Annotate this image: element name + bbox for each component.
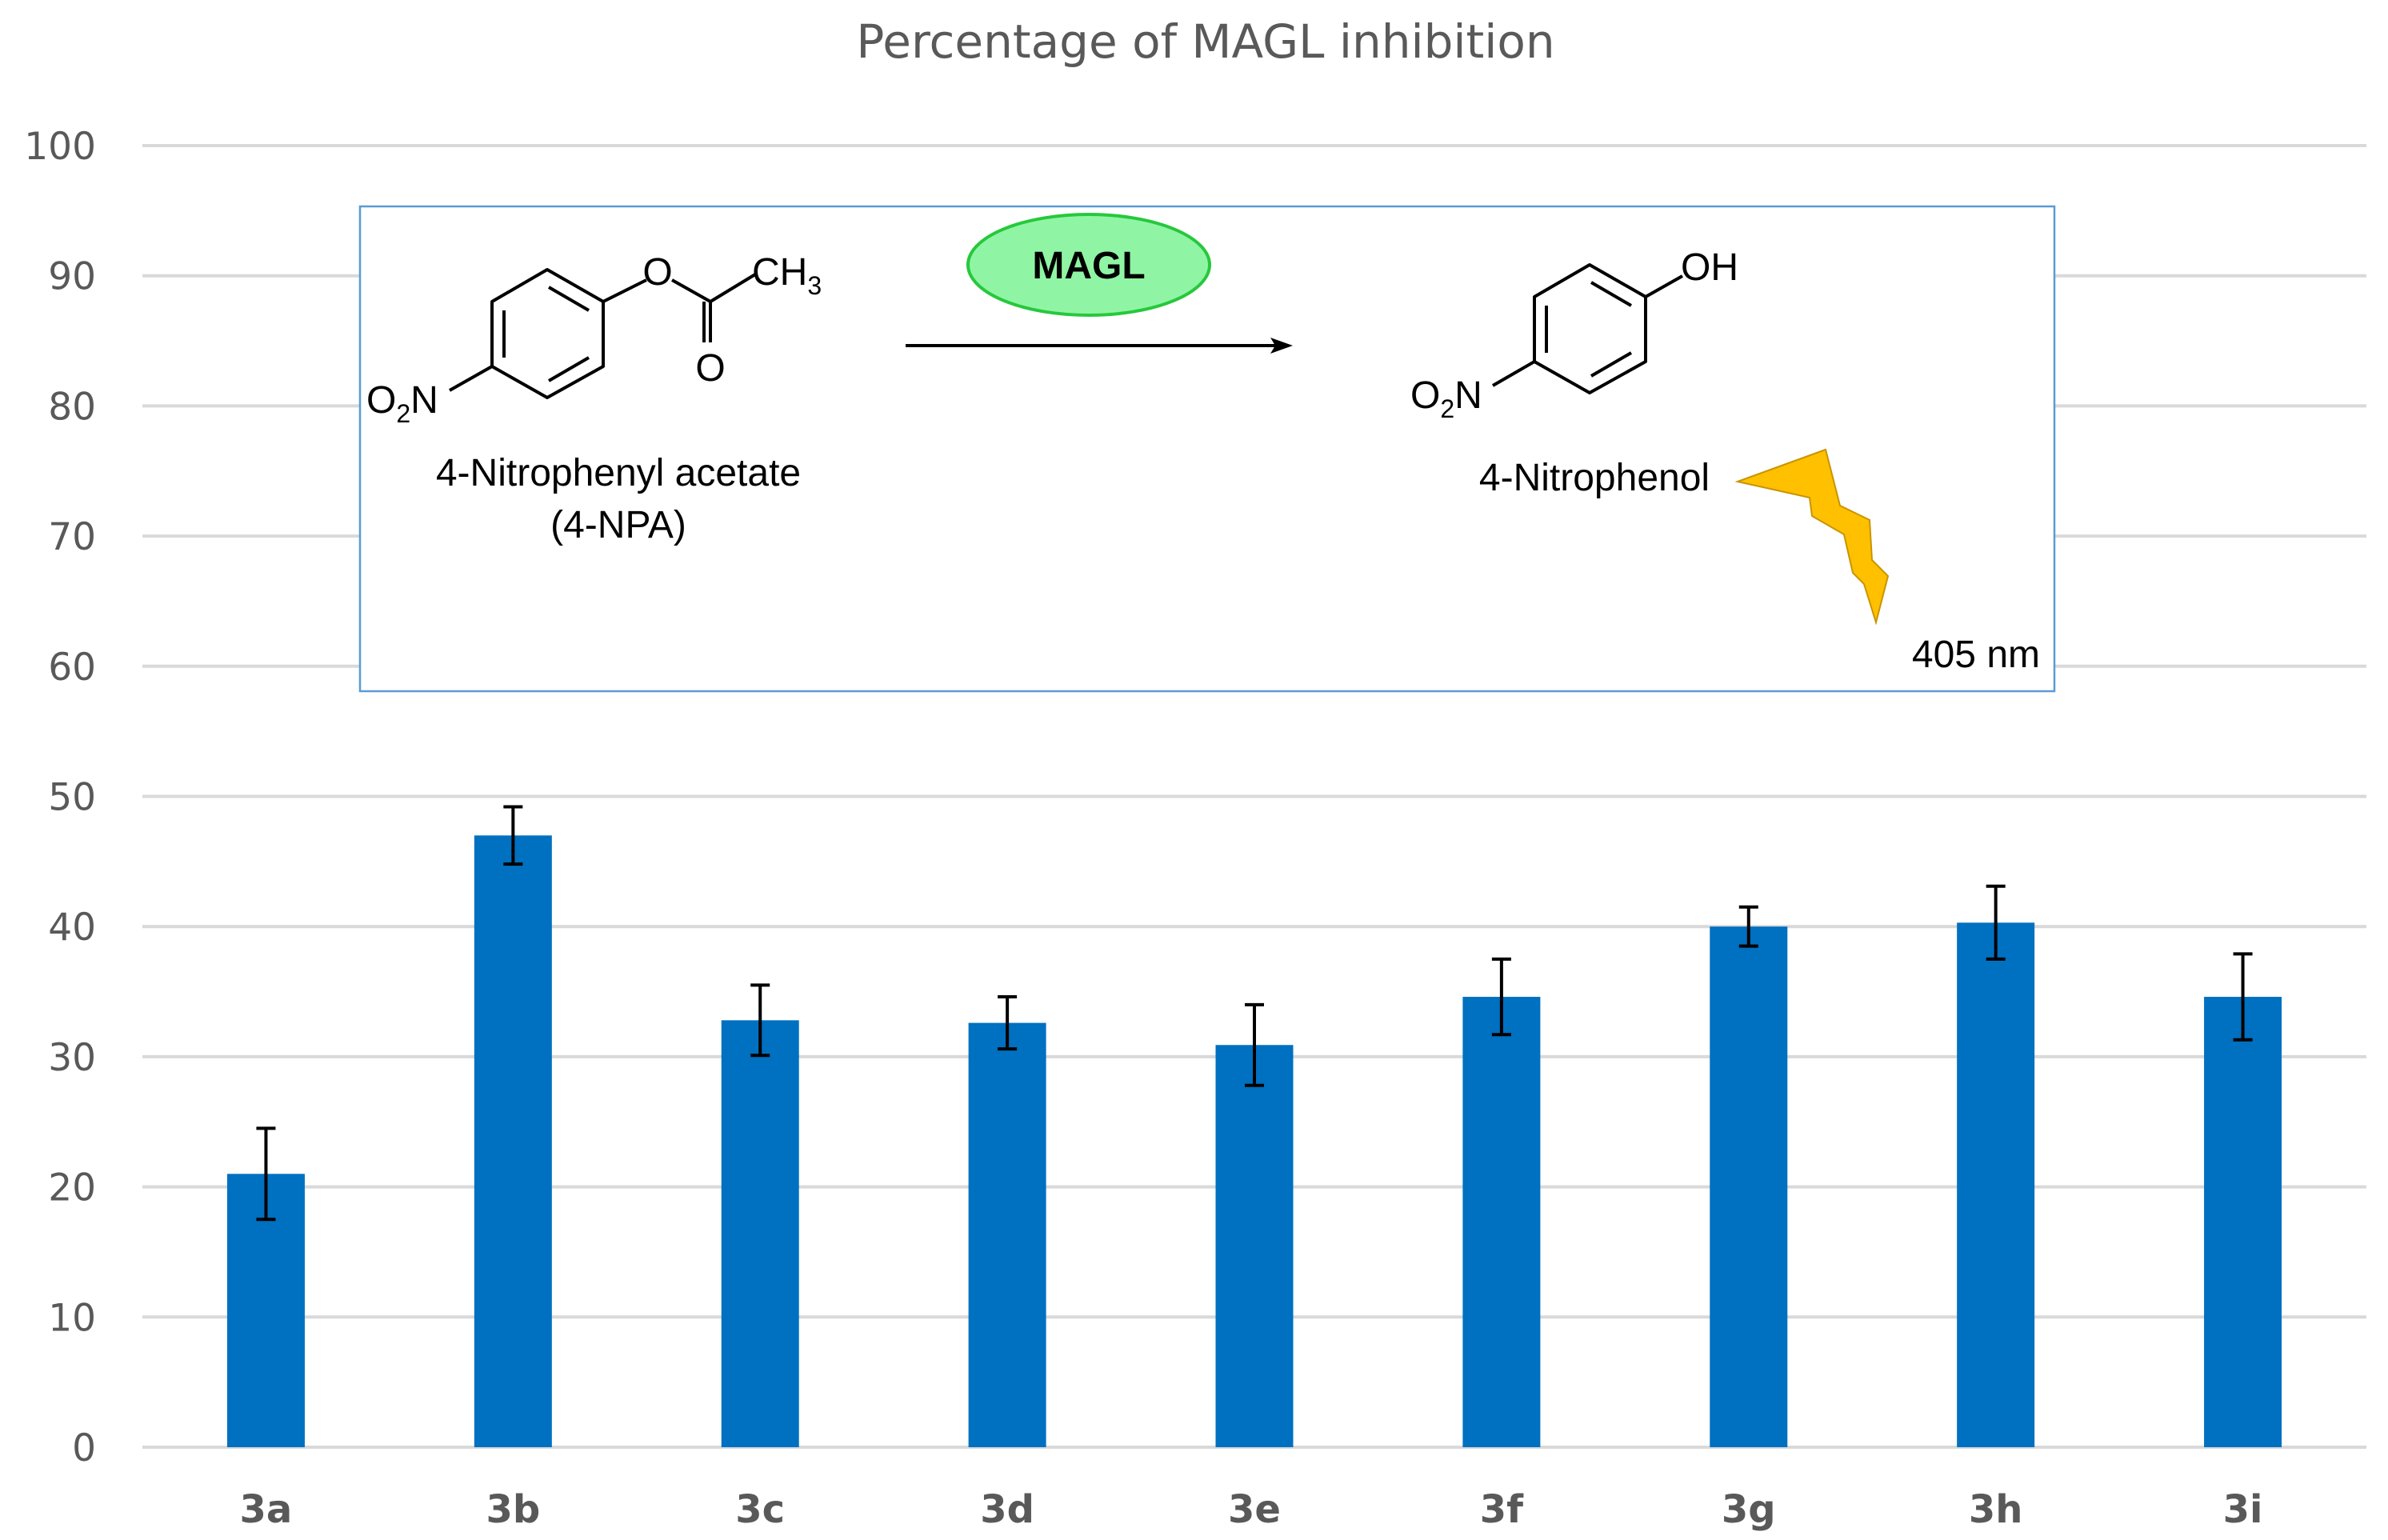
substrate-name: 4-Nitrophenyl acetate	[436, 452, 801, 494]
y-tick-label: 80	[48, 385, 96, 429]
product-nitro-label: O2N	[1410, 374, 1482, 423]
substrate-abbreviation: (4-NPA)	[550, 504, 686, 546]
y-tick-label: 70	[48, 515, 96, 559]
y-tick-label: 90	[48, 255, 96, 299]
error-bar-3a	[256, 1126, 276, 1222]
x-category-label: 3b	[486, 1487, 540, 1532]
x-category-label: 3h	[1969, 1487, 2023, 1532]
substrate-side-bonds	[449, 273, 757, 392]
substrate-nitro-label: O2N	[366, 379, 438, 428]
product-hydroxyl-label: OH	[1681, 246, 1738, 289]
error-bars	[256, 805, 2253, 1222]
bar-3g	[1710, 926, 1788, 1447]
x-category-label: 3e	[1228, 1487, 1281, 1532]
substrate-methyl-label: CH3	[752, 251, 822, 300]
x-axis-category-labels: 3a 3b 3c 3d 3e 3f 3g 3h 3i	[240, 1487, 2263, 1532]
y-tick-label: 40	[48, 906, 96, 950]
bars	[226, 835, 2282, 1447]
bar-3i	[2204, 997, 2282, 1447]
substrate-structure: O O CH3 O2N	[366, 251, 822, 428]
error-bar-3h	[1986, 884, 2006, 961]
y-tick-label: 60	[48, 646, 96, 690]
product-ring-inner-bonds	[1545, 281, 1633, 378]
error-bar-3g	[1738, 905, 1758, 948]
y-tick-label: 10	[48, 1296, 96, 1340]
error-bar-3c	[750, 983, 770, 1058]
product-structure: OH O2N	[1410, 246, 1738, 423]
y-tick-label: 100	[24, 125, 96, 169]
y-tick-label: 50	[48, 776, 96, 820]
error-bar-3f	[1491, 957, 1511, 1037]
x-category-label: 3g	[1722, 1487, 1776, 1532]
x-category-label: 3a	[240, 1487, 293, 1532]
substrate-carbonyl-oxygen: O	[695, 347, 725, 390]
bar-3h	[1957, 922, 2035, 1447]
enzyme-label: MAGL	[1032, 245, 1145, 287]
x-category-label: 3c	[735, 1487, 785, 1532]
x-category-label: 3d	[980, 1487, 1034, 1532]
product-side-bonds	[1492, 274, 1683, 387]
error-bar-3b	[503, 805, 523, 866]
substrate-ring-inner-bonds	[502, 286, 590, 382]
y-tick-label: 20	[48, 1166, 96, 1210]
y-axis-tick-labels: 0 10 20 30 40 50 60 70 80 90 100	[24, 125, 96, 1470]
y-tick-label: 0	[72, 1426, 96, 1470]
reaction-scheme: O O CH3 O2N 4-Nitrophenyl acetate (4-NPA…	[358, 205, 2056, 693]
substrate-ester-oxygen: O	[642, 251, 672, 294]
bar-3b	[474, 835, 552, 1447]
x-category-label: 3i	[2223, 1487, 2263, 1532]
error-bar-3d	[998, 995, 1018, 1051]
y-tick-label: 30	[48, 1036, 96, 1080]
enzyme-ellipse	[966, 213, 1211, 317]
lightning-bolt-icon	[1734, 448, 1890, 626]
error-bar-3i	[2233, 952, 2253, 1042]
x-category-label: 3f	[1480, 1487, 1524, 1532]
bar-3e	[1215, 1045, 1294, 1447]
product-name: 4-Nitrophenol	[1479, 457, 1710, 499]
reaction-arrowhead	[1270, 338, 1293, 354]
wavelength-label: 405 nm	[1912, 634, 2040, 676]
bar-3d	[968, 1022, 1046, 1447]
chart-title: Percentage of MAGL inhibition	[856, 14, 1554, 69]
error-bar-3e	[1245, 1002, 1264, 1087]
scheme-frame	[358, 205, 2056, 693]
bar-3c	[721, 1020, 799, 1447]
bar-3f	[1462, 997, 1541, 1447]
